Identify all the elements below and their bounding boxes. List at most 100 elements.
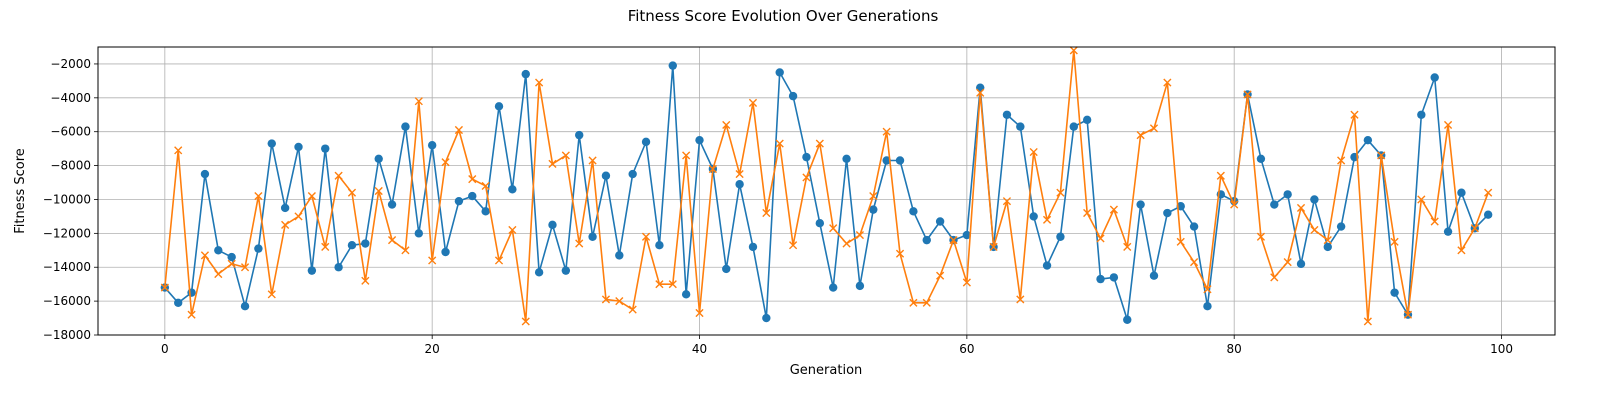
data-point	[922, 298, 931, 307]
data-point	[1243, 90, 1252, 99]
data-point	[160, 283, 169, 292]
data-point	[401, 122, 410, 131]
data-point	[1270, 200, 1279, 209]
data-point	[1363, 135, 1373, 145]
data-point	[561, 151, 570, 160]
data-point	[187, 288, 196, 297]
data-point	[869, 205, 878, 214]
data-point	[668, 61, 677, 70]
data-point	[722, 264, 731, 274]
data-point	[788, 241, 798, 250]
plot-frame	[97, 46, 1556, 336]
data-point	[1417, 195, 1426, 204]
data-point	[1123, 242, 1132, 252]
y-axis-label: Fitness Score	[13, 148, 28, 234]
data-point	[588, 232, 597, 241]
data-point	[361, 276, 370, 285]
data-point	[949, 236, 958, 245]
data-point	[1417, 110, 1426, 119]
data-point	[735, 180, 744, 189]
tick-layer: 0 20 40 60 80 100 −18000 −16000 −14000 −12000 −100…	[43, 57, 1513, 356]
data-point	[1256, 154, 1266, 164]
data-point	[361, 239, 370, 248]
data-point	[387, 236, 397, 245]
data-point	[334, 263, 343, 272]
data-point	[347, 241, 357, 250]
data-point	[1390, 288, 1399, 297]
data-point	[374, 154, 383, 164]
data-point	[1363, 317, 1372, 326]
data-point	[200, 169, 210, 179]
data-point	[1096, 234, 1105, 243]
data-point	[1189, 258, 1199, 267]
series-2	[160, 46, 1493, 326]
data-point	[280, 203, 290, 213]
data-point	[240, 263, 250, 272]
data-point	[722, 120, 731, 130]
data-point	[294, 142, 303, 152]
data-point	[1082, 115, 1092, 125]
data-point	[962, 230, 972, 240]
data-point	[641, 232, 651, 241]
data-point	[561, 266, 571, 275]
data-point	[508, 185, 517, 194]
x-tick-label: 80	[1227, 342, 1242, 356]
data-point	[1096, 274, 1105, 284]
y-tick-label: −2000	[50, 57, 91, 71]
data-point	[1176, 237, 1185, 246]
x-tick-label: 60	[959, 342, 974, 356]
data-point	[227, 252, 236, 262]
y-tick-label: −6000	[50, 125, 91, 139]
data-point	[1457, 188, 1466, 197]
data-point	[828, 283, 838, 292]
data-point	[575, 239, 584, 248]
y-tick-label: −10000	[43, 192, 91, 206]
data-point	[695, 308, 704, 318]
data-point	[441, 247, 450, 257]
data-point	[534, 268, 544, 277]
data-point	[655, 280, 664, 289]
data-point	[802, 152, 811, 162]
data-point	[829, 224, 838, 233]
data-point	[401, 246, 410, 255]
data-point	[1390, 237, 1399, 246]
data-point	[294, 212, 303, 221]
data-point	[1002, 197, 1012, 206]
data-point	[641, 137, 651, 147]
data-point	[1256, 232, 1266, 241]
data-point	[762, 208, 771, 218]
data-point	[1323, 236, 1332, 245]
data-point	[775, 68, 784, 77]
data-point	[468, 191, 477, 201]
data-point	[708, 164, 717, 174]
data-point	[307, 191, 316, 201]
data-point	[1457, 246, 1466, 255]
data-point	[1203, 302, 1212, 311]
x-axis-label: Generation	[790, 363, 863, 378]
data-point	[1443, 120, 1453, 130]
data-point	[1283, 190, 1292, 199]
data-point	[468, 175, 477, 184]
data-point	[882, 127, 891, 136]
data-point	[174, 298, 183, 308]
data-point	[1336, 222, 1346, 231]
data-point	[481, 181, 490, 191]
data-point	[815, 139, 824, 148]
data-point	[1189, 222, 1199, 231]
data-point	[1296, 203, 1306, 213]
data-point	[1029, 212, 1038, 221]
data-point	[1042, 215, 1052, 224]
data-point	[962, 278, 971, 287]
data-point	[427, 141, 437, 150]
data-point	[254, 191, 263, 201]
data-point	[307, 266, 317, 275]
data-point	[1123, 315, 1132, 324]
data-point	[548, 159, 557, 168]
y-tick-label: −14000	[43, 260, 91, 274]
data-point	[628, 305, 637, 314]
data-point	[521, 69, 530, 79]
data-point	[521, 317, 530, 326]
series-2-line	[164, 49, 1489, 323]
data-point	[1403, 310, 1413, 319]
data-point	[267, 139, 276, 148]
